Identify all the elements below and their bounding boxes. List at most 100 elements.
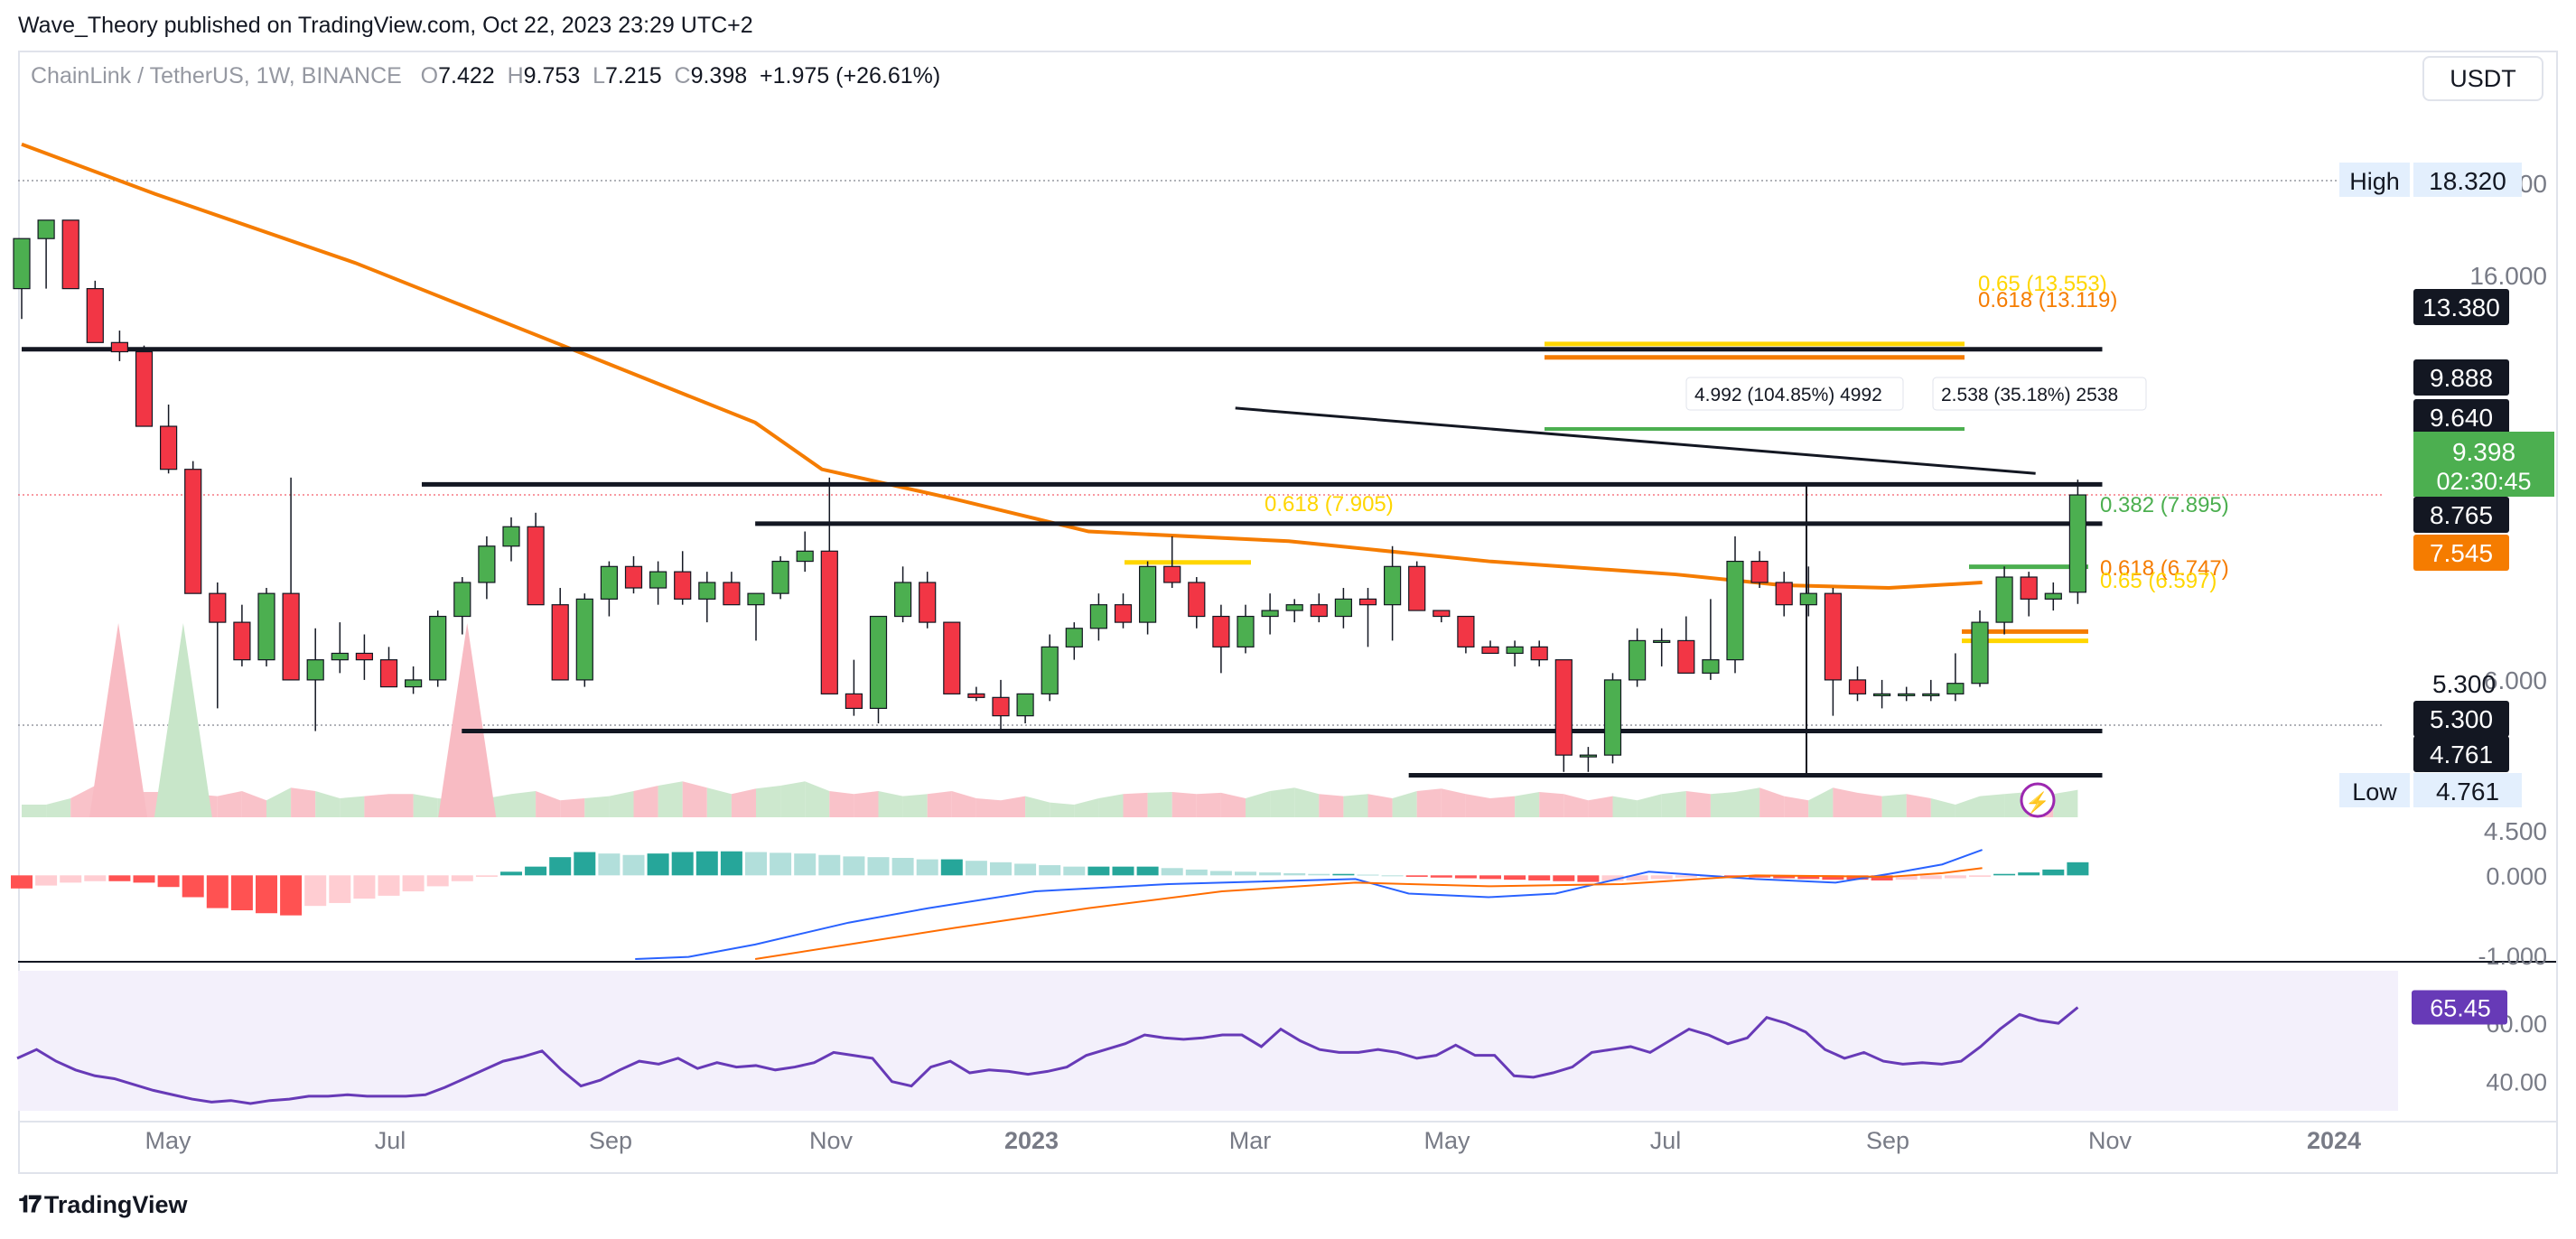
x-axis-tick: 2023 — [1004, 1127, 1059, 1154]
candle-body — [1579, 754, 1598, 758]
volume-area-segment — [854, 791, 879, 817]
volume-area-segment — [340, 796, 365, 817]
candle-body — [1261, 610, 1279, 618]
macd-histogram-bar — [1871, 875, 1893, 880]
macd-histogram-bar — [378, 875, 400, 896]
volume-area-segment — [1465, 794, 1490, 817]
ema-line — [21, 142, 1983, 591]
candle-body — [723, 582, 741, 606]
candle-body — [1408, 565, 1426, 611]
macd-histogram-bar — [451, 875, 473, 881]
macd-histogram-bar — [1039, 865, 1061, 876]
candle — [1089, 593, 1108, 641]
macd-axis-tick: -1.000 — [2478, 943, 2547, 970]
candle-body — [1188, 582, 1206, 618]
x-axis-tick: Sep — [589, 1127, 632, 1154]
candle — [37, 219, 55, 289]
rsi-line — [16, 1006, 2079, 1105]
volume-area-segment — [1490, 796, 1516, 817]
measure-label-box — [1685, 377, 1904, 411]
candle-body — [1628, 639, 1647, 681]
volume-area-segment — [902, 794, 928, 817]
macd-histogram-bar — [843, 856, 865, 876]
macd-histogram-bar — [671, 852, 694, 876]
macd-line — [635, 849, 1983, 960]
candle-body — [1554, 659, 1573, 756]
candle — [1799, 566, 1817, 617]
candle-body — [1603, 679, 1622, 756]
candle — [1603, 673, 1622, 764]
currency-selector[interactable]: USDT — [2422, 56, 2543, 101]
price-level-badge — [2413, 736, 2509, 772]
macd-histogram-bar — [1430, 875, 1452, 878]
candle-body — [551, 604, 569, 681]
candle-body — [1358, 598, 1377, 606]
rsi-value-badge — [2412, 990, 2507, 1025]
candle-body — [1702, 659, 1720, 674]
price-level-badge — [2413, 399, 2509, 435]
candle-body — [845, 693, 863, 710]
candle-body — [1971, 621, 1989, 685]
candle — [845, 659, 863, 716]
candle-body — [331, 652, 349, 661]
candle — [1775, 572, 1793, 617]
price-level-value: 13.380 — [2422, 293, 2500, 321]
candle — [13, 238, 31, 320]
fib-level-label: 0.618 (13.119) — [1978, 288, 2117, 312]
macd-histogram-bar — [525, 866, 547, 876]
price-level-value: 9.888 — [2430, 364, 2493, 392]
macd-histogram-bar — [794, 853, 817, 876]
volume-spike — [154, 623, 212, 817]
candle — [184, 461, 202, 594]
volume-area-segment — [805, 781, 830, 817]
volume-area-segment — [731, 788, 756, 817]
volume-area-segment — [413, 794, 438, 817]
candle-body — [967, 693, 985, 698]
macd-histogram-bar — [1504, 875, 1526, 880]
candle — [820, 477, 838, 694]
volume-area-segment — [536, 791, 561, 817]
candle-body — [747, 592, 765, 606]
macd-histogram-bar — [1993, 873, 2016, 876]
price-level-badge — [2413, 289, 2509, 325]
macd-histogram-bar — [1283, 872, 1306, 876]
ohlc-legend: ChainLink / TetherUS, 1W, BINANCE O7.422… — [31, 63, 940, 89]
tradingview-logo[interactable]: 𝟏𝟕 TradingView — [18, 1190, 187, 1219]
candle-body — [893, 582, 912, 618]
volume-area-segment — [658, 781, 683, 817]
volume-area-segment — [1637, 794, 1662, 817]
measure-label: 2.538 (35.18%) 2538 — [1941, 385, 2118, 405]
volume-area-segment — [1685, 791, 1711, 817]
candle — [967, 686, 985, 702]
extreme-value-box — [2413, 163, 2522, 197]
x-axis-tick: Nov — [2088, 1127, 2133, 1154]
extreme-label: Low — [2352, 778, 2397, 806]
macd-histogram-bar — [1136, 866, 1159, 876]
candle — [575, 593, 593, 687]
macd-histogram-bar — [598, 853, 621, 876]
macd-histogram-bar — [1185, 869, 1208, 876]
macd-histogram-bar — [622, 854, 645, 876]
candle — [869, 615, 888, 724]
volume-area-segment — [1367, 794, 1393, 817]
candle-body — [1922, 693, 1940, 696]
candle — [1628, 628, 1647, 687]
price-level-badge — [2413, 701, 2509, 737]
extreme-value: 4.761 — [2436, 778, 2499, 806]
price-level-label: 5.300 — [2432, 670, 2496, 698]
candle-body — [1873, 693, 1891, 696]
volume-area-segment — [1881, 794, 1907, 817]
measure-label: 4.992 (104.85%) 4992 — [1694, 385, 1882, 405]
candle-body — [282, 592, 300, 681]
candle — [1163, 536, 1181, 589]
volume-area-segment — [1441, 788, 1466, 817]
candle-body — [37, 219, 55, 239]
candle — [405, 666, 423, 694]
price-axis-tick: 6.000 — [2484, 666, 2547, 694]
macd-histogram-bar — [818, 854, 841, 876]
close-label: C — [674, 63, 691, 88]
fib-level-label: 0.65 (6.597) — [2100, 569, 2217, 593]
candle — [1726, 536, 1744, 674]
candle — [1285, 599, 1303, 623]
